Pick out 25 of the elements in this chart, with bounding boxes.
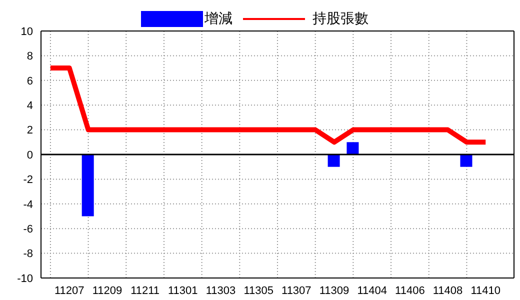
legend-label: 增減 [204, 10, 232, 28]
x-tick-label: 11406 [395, 284, 425, 297]
x-tick-label: 11209 [92, 284, 122, 297]
y-tick-label: -4 [23, 198, 33, 211]
y-tick-label: 0 [26, 149, 33, 162]
y-tick-label: 2 [26, 124, 33, 137]
legend-label: 持股張數 [312, 10, 368, 28]
y-tick-label: -2 [23, 174, 33, 186]
x-tick-label: 11211 [130, 284, 160, 297]
x-tick-label: 11404 [357, 284, 387, 297]
y-tick-label: -8 [23, 248, 33, 260]
x-tick-label: 11305 [244, 284, 274, 297]
y-tick-label: 4 [26, 100, 33, 112]
x-tick-label: 11408 [432, 284, 463, 297]
y-tick-label: -6 [23, 224, 33, 236]
y-tick-label: 6 [26, 75, 33, 88]
y-tick-label: 8 [26, 50, 33, 63]
x-tick-label: 11207 [54, 284, 84, 297]
x-tick-label: 11307 [282, 284, 312, 297]
x-tick-label: 11410 [470, 284, 501, 297]
y-tick-label: -10 [17, 272, 33, 285]
x-tick-label: 11303 [206, 284, 236, 297]
x-tick-label: 11301 [168, 284, 198, 297]
x-tick-label: 11309 [319, 284, 350, 297]
y-tick-label: 10 [20, 26, 33, 38]
